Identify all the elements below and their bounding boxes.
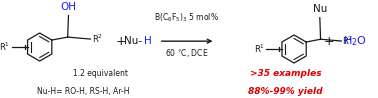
- Text: R$^2$: R$^2$: [342, 35, 353, 47]
- Text: +: +: [116, 35, 126, 48]
- Text: R$^2$: R$^2$: [91, 33, 102, 45]
- Text: +: +: [324, 35, 334, 48]
- Text: Nu: Nu: [313, 4, 327, 14]
- Text: R$^1$: R$^1$: [0, 41, 10, 53]
- Text: Nu-: Nu-: [124, 36, 142, 46]
- Text: OH: OH: [60, 2, 76, 12]
- Text: 60 $^{\circ}$C, DCE: 60 $^{\circ}$C, DCE: [165, 47, 208, 59]
- Text: Nu-H= RO-H, RS-H, Ar-H: Nu-H= RO-H, RS-H, Ar-H: [37, 87, 129, 96]
- Text: B(C$_6$F$_5$)$_3$ 5 mol%: B(C$_6$F$_5$)$_3$ 5 mol%: [154, 11, 219, 24]
- Text: >35 examples: >35 examples: [249, 69, 321, 78]
- Text: R$^1$: R$^1$: [254, 43, 265, 55]
- Text: H: H: [144, 36, 152, 46]
- Text: 88%-99% yield: 88%-99% yield: [248, 87, 323, 96]
- Text: H$_2$O: H$_2$O: [343, 34, 367, 48]
- Text: 1.2 equivalent: 1.2 equivalent: [73, 69, 128, 78]
